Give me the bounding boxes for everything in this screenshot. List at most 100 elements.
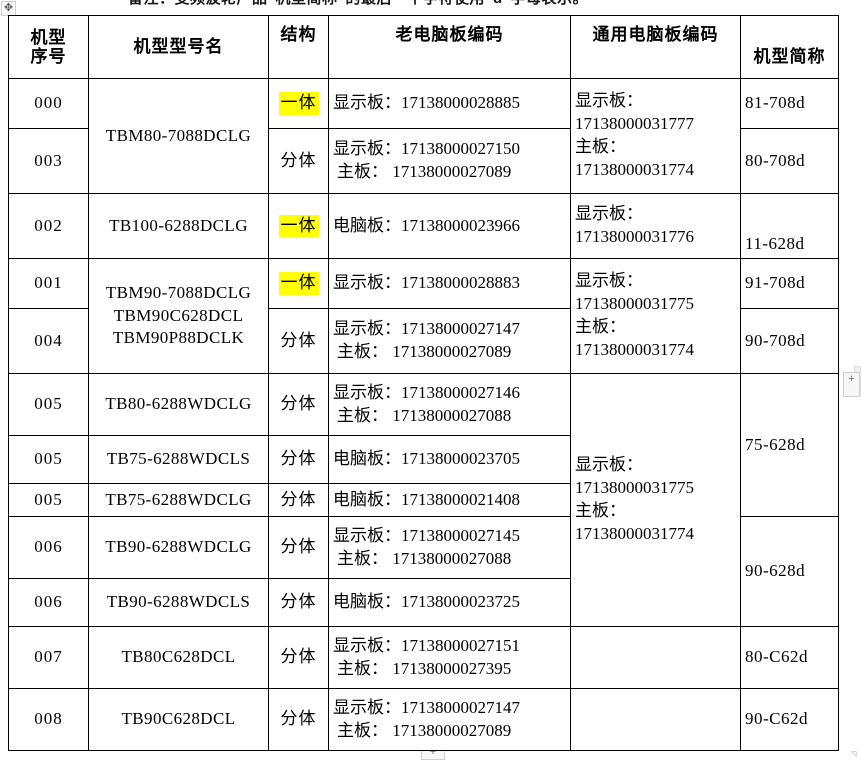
machine-model-table: 机型 序号 机型型号名 结构 老电脑板编码 通用电脑板编码 机型简称 000 T… <box>8 15 839 751</box>
resize-corner-icon[interactable]: ◹ <box>851 750 857 758</box>
table-row: 002 TB100-6288DCLG 一体 电脑板：17138000023966… <box>8 193 839 259</box>
universal-line: 主板： <box>575 317 626 336</box>
universal-line: 17138000031775 <box>575 294 694 314</box>
universal-line: 17138000031775 <box>575 478 694 498</box>
cell-model: TB75-6288WDCLG <box>88 483 269 517</box>
document-note-text: 备注：变频波轮产品“机型简称”的最后一个字符使用“d”字母表示。 <box>128 0 588 8</box>
cell-universal-code: 显示板： 17138000031776 <box>570 193 741 259</box>
cell-old-code: 显示板：17138000027150 主板： 17138000027089 <box>328 128 571 194</box>
document-note-strip: 备注：变频波轮产品“机型简称”的最后一个字符使用“d”字母表示。 <box>0 0 861 15</box>
model-name: TBM80-7088DCLG <box>105 125 252 145</box>
insert-row-right-button[interactable]: + <box>843 372 860 397</box>
cell-seq: 006 <box>8 516 89 579</box>
universal-line: 17138000031776 <box>575 227 694 246</box>
cell-structure: 分体 <box>268 373 329 436</box>
cell-seq: 007 <box>8 626 89 689</box>
header-cell-universal-code: 通用电脑板编码 <box>570 15 741 79</box>
cell-seq: 000 <box>8 78 89 129</box>
model-name-alt: TBM90P88DCLK <box>112 328 245 348</box>
structure-badge: 分体 <box>280 647 317 667</box>
structure-badge: 一体 <box>278 272 319 295</box>
cell-structure: 一体 <box>268 78 329 129</box>
universal-line: 显示板： <box>575 204 643 224</box>
cell-short-name: 80-708d <box>740 128 839 194</box>
universal-line: 主板： <box>575 501 626 520</box>
old-code-line: 显示板：17138000027147 <box>333 697 520 717</box>
table-header-row: 机型 序号 机型型号名 结构 老电脑板编码 通用电脑板编码 机型简称 <box>8 15 839 79</box>
cell-structure: 分体 <box>268 308 329 374</box>
old-code-line: 显示板：17138000027145 <box>333 525 520 545</box>
cell-seq: 005 <box>8 483 89 517</box>
old-code-line: 电脑板：17138000021408 <box>333 489 520 509</box>
cell-short-name: 11-628d <box>740 193 839 259</box>
cell-old-code: 显示板：17138000028885 <box>328 78 571 129</box>
cell-old-code: 电脑板：17138000023725 <box>328 578 571 627</box>
cell-seq: 006 <box>8 578 89 627</box>
old-code-line: 显示板：17138000028883 <box>333 273 520 293</box>
cell-model: TBM80-7088DCLG <box>88 78 269 194</box>
cell-short-name: 75-628d <box>740 373 839 517</box>
table-row: 005 TB80-6288WDCLG 分体 显示板：17138000027146… <box>8 373 839 627</box>
header-old-code-label: 老电脑板编码 <box>395 24 504 44</box>
old-code-line: 显示板：17138000027151 <box>333 635 520 655</box>
universal-line: 主板： <box>575 137 626 156</box>
old-code-line: 显示板：17138000028885 <box>333 93 520 113</box>
table-row: 006 TB90-6288WDCLS 分体 电脑板：17138000023725 <box>8 578 839 627</box>
table-row: 000 TBM80-7088DCLG 一体 显示板：17138000028885… <box>8 78 839 194</box>
cell-structure: 分体 <box>268 435 329 484</box>
old-code-line: 主板： 17138000027088 <box>337 405 512 425</box>
header-seq-line2: 序号 <box>30 47 67 66</box>
table-row: 007 TB80C628DCL 分体 显示板：17138000027151 主板… <box>8 626 839 689</box>
header-short-name-label: 机型简称 <box>753 46 826 66</box>
old-code-line: 主板： 17138000027395 <box>337 658 512 678</box>
header-universal-code-label: 通用电脑板编码 <box>592 24 719 44</box>
header-cell-structure: 结构 <box>268 15 329 79</box>
universal-line: 17138000031774 <box>575 159 694 179</box>
cell-seq: 002 <box>8 193 89 259</box>
header-seq-line1: 机型 <box>30 27 67 47</box>
cell-short-name: 91-708d <box>740 258 839 309</box>
cell-short-name: 81-708d <box>740 78 839 129</box>
old-code-line: 主板： 17138000027089 <box>337 720 512 740</box>
cell-old-code: 显示板：17138000027146 主板： 17138000027088 <box>328 373 571 436</box>
table-row: 004 分体 显示板：17138000027147 主板： 1713800002… <box>8 308 839 374</box>
cell-structure: 一体 <box>268 258 329 309</box>
cell-structure: 一体 <box>268 193 329 259</box>
cell-short-name: 90-C62d <box>740 688 839 751</box>
cell-old-code: 显示板：17138000027145 主板： 17138000027088 <box>328 516 571 579</box>
cell-universal-code: 显示板： 17138000031775 主板： 17138000031774 <box>570 258 741 374</box>
cell-model: TB90C628DCL <box>88 688 269 751</box>
model-name: TBM90-7088DCLG <box>105 282 252 302</box>
universal-line: 显示板： <box>575 271 643 291</box>
table-row: 005 TB75-6288WDCLS 分体 电脑板：17138000023705 <box>8 435 839 484</box>
structure-badge: 分体 <box>280 592 317 612</box>
cell-seq: 003 <box>8 128 89 194</box>
cell-universal-code <box>570 688 741 751</box>
universal-line: 显示板： <box>575 455 643 475</box>
header-cell-old-code: 老电脑板编码 <box>328 15 571 79</box>
model-name-alt: TBM90C628DCL <box>113 305 244 325</box>
header-cell-short-name: 机型简称 <box>740 15 839 79</box>
cell-old-code: 显示板：17138000028883 <box>328 258 571 309</box>
table-row: 001 TBM90-7088DCLG TBM90C628DCL TBM90P88… <box>8 258 839 374</box>
table-row: 005 TB75-6288WDCLG 分体 电脑板：17138000021408 <box>8 483 839 517</box>
cell-structure: 分体 <box>268 578 329 627</box>
move-handle-icon[interactable]: ✥ <box>1 1 16 16</box>
cell-model: TB80-6288WDCLG <box>88 373 269 436</box>
old-code-line: 主板： 17138000027089 <box>337 162 512 181</box>
table-row: 008 TB90C628DCL 分体 显示板：17138000027147 主板… <box>8 688 839 751</box>
cell-universal-code: 显示板： 17138000031775 主板： 17138000031774 <box>570 373 741 627</box>
structure-badge: 分体 <box>280 330 317 350</box>
universal-line: 17138000031777 <box>575 114 694 134</box>
cell-old-code: 电脑板：17138000021408 <box>328 483 571 517</box>
structure-badge: 分体 <box>280 537 317 557</box>
cell-seq: 004 <box>8 308 89 374</box>
cell-universal-code: 显示板： 17138000031777 主板： 17138000031774 <box>570 78 741 194</box>
old-code-line: 显示板：17138000027147 <box>333 319 520 339</box>
cell-model: TB75-6288WDCLS <box>88 435 269 484</box>
universal-line: 17138000031774 <box>575 339 694 359</box>
structure-badge: 一体 <box>278 92 319 115</box>
cell-model: TB80C628DCL <box>88 626 269 689</box>
header-cell-seq: 机型 序号 <box>8 15 89 79</box>
cell-seq: 001 <box>8 258 89 309</box>
